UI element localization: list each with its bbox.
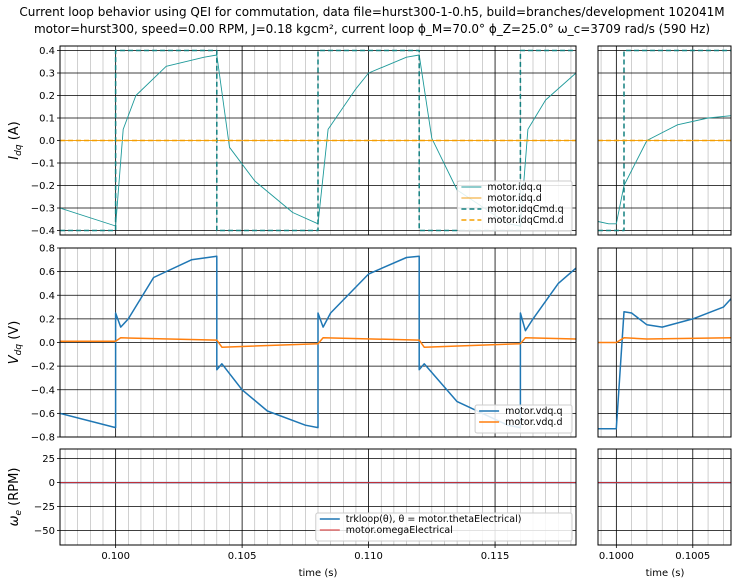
y-tick-label: 0.4	[39, 291, 55, 302]
y-tick-label: 0	[49, 478, 55, 489]
y-axis-label: Vdq (V)	[7, 321, 24, 365]
y-tick-label: −0.1	[31, 159, 55, 170]
legend-label: motor.idqCmd.d	[487, 215, 563, 226]
y-tick-label: 25	[42, 454, 55, 465]
x-tick-label: 0.1000	[599, 551, 634, 562]
legend-label: motor.idq.d	[487, 193, 541, 204]
y-tick-label: 0.2	[39, 91, 55, 102]
x-tick-label: 0.115	[481, 551, 510, 562]
legend-label: motor.idq.q	[487, 182, 541, 193]
y-tick-label: −0.4	[31, 226, 55, 237]
legend-label: motor.vdq.q	[505, 406, 562, 417]
speed-main-plot: 25 0 −25 −50 ωe (RPM) 0.100 0.105 0.110 0.115 trk…	[7, 448, 577, 562]
legend-box	[456, 180, 573, 232]
voltage-zoom-plot	[597, 247, 732, 438]
series-group	[598, 298, 731, 430]
axes-frame	[59, 448, 577, 546]
axes-frame	[597, 247, 732, 438]
main-xlabel: time (s)	[299, 568, 338, 579]
x-tick-label: 0.1005	[675, 551, 710, 562]
current-main-plot: 0.4 0.3 0.2 0.1 0.0 −0.1 −0.2 −0.3 −0.4 Idq (A) mo…	[7, 45, 577, 237]
legend: trkloop(θ), θ = motor.thetaElectrical)mo…	[315, 512, 573, 542]
series-line-vd	[60, 337, 576, 348]
speed-zoom-plot: 0.1000 0.1005	[597, 448, 732, 562]
x-tick-label: 0.100	[101, 551, 130, 562]
x-tick-label: 0.110	[354, 551, 383, 562]
figure-title-line1: Current loop behavior using QEI for comm…	[19, 5, 724, 19]
legend-label: motor.idqCmd.q	[487, 204, 563, 215]
y-tick-label: −50	[34, 526, 55, 537]
axes-frame	[597, 45, 732, 236]
legend: motor.idq.qmotor.idq.dmotor.idqCmd.qmoto…	[456, 180, 573, 232]
y-tick-label: −0.6	[31, 409, 55, 420]
series-line-vd	[598, 337, 731, 344]
y-tick-label: −25	[34, 502, 55, 513]
legend-label: motor.vdq.d	[505, 417, 562, 428]
y-tick-label: 0.2	[39, 314, 55, 325]
y-tick-label: 0.8	[39, 244, 55, 255]
zoom-xlabel: time (s)	[646, 568, 685, 579]
voltage-main-plot: 0.8 0.6 0.4 0.2 0.0 −0.2 −0.4 −0.6 −0.8 Vdq (V) mo…	[7, 244, 577, 444]
y-tick-label: −0.2	[31, 181, 55, 192]
y-tick-label: −0.4	[31, 385, 55, 396]
axes-frame	[597, 448, 732, 546]
y-tick-label: −0.3	[31, 204, 55, 215]
y-tick-label: 0.6	[39, 267, 55, 278]
y-axis-label: Idq (A)	[7, 121, 24, 159]
series-line-vq	[598, 298, 731, 430]
legend-label: motor.omegaElectrical	[346, 525, 453, 536]
series-group	[598, 49, 731, 232]
legend-box	[474, 404, 573, 434]
legend-box	[315, 512, 573, 542]
legend-label: trkloop(θ), θ = motor.thetaElectrical)	[346, 514, 522, 525]
y-tick-label: 0.4	[39, 46, 55, 57]
y-tick-label: 0.3	[39, 69, 55, 80]
y-tick-label: −0.2	[31, 362, 55, 373]
y-tick-label: 0.1	[39, 114, 55, 125]
y-axis-label: ωe (RPM)	[7, 468, 24, 527]
x-tick-label: 0.105	[228, 551, 257, 562]
series-line-iq	[598, 115, 731, 225]
figure-title-line2: motor=hurst300, speed=0.00 RPM, J=0.18 k…	[34, 22, 710, 36]
y-tick-label: −0.8	[31, 433, 55, 444]
current-zoom-plot	[597, 45, 732, 236]
y-tick-label: 0.0	[39, 136, 55, 147]
y-tick-label: 0.0	[39, 338, 55, 349]
